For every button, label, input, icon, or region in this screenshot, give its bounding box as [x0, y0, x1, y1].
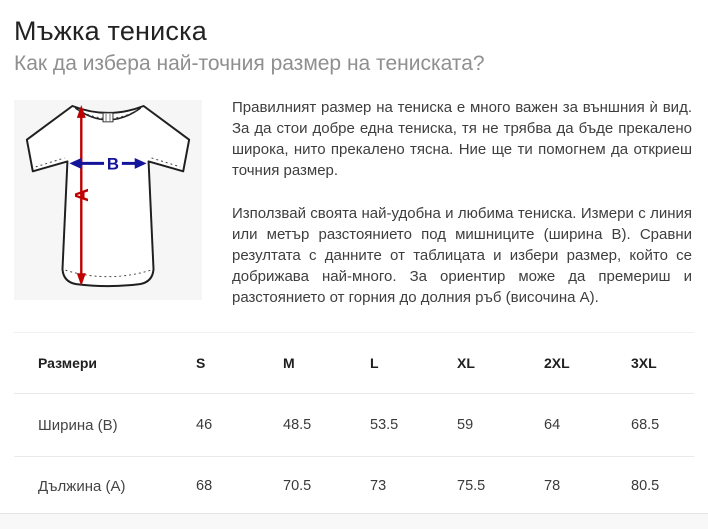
length-value-m: 70.5	[283, 478, 312, 494]
width-arrow-left-head	[69, 157, 82, 169]
length-value-s: 68	[196, 478, 213, 494]
tshirt-diagram-svg: A B	[25, 105, 191, 288]
row-label-length: Дължина (A)	[38, 477, 126, 495]
length-value-3xl: 80.5	[631, 478, 660, 494]
width-arrow-right-head	[134, 157, 147, 169]
table-row-width: Ширина (B) 46 48.5 53.5 59 64 68.5	[14, 393, 694, 456]
column-header-l: L	[370, 355, 379, 371]
page-title: Мъжка тениска	[14, 16, 207, 46]
page-bottom-divider	[0, 513, 708, 529]
row-label-width: Ширина (B)	[38, 416, 118, 434]
intro-text: Правилният размер на тениска е много важ…	[232, 97, 692, 330]
tshirt-outline-icon	[25, 105, 191, 288]
height-label: A	[71, 188, 92, 202]
width-value-m: 48.5	[283, 417, 312, 433]
intro-paragraph-1: Правилният размер на тениска е много важ…	[232, 99, 692, 179]
width-value-s: 46	[196, 417, 213, 433]
height-arrow-bottom-head	[76, 273, 86, 287]
height-arrow-top-head	[76, 105, 86, 118]
tshirt-measurement-diagram: A B	[14, 100, 202, 300]
right-sleeve-stitch	[151, 157, 181, 168]
column-header-2xl: 2XL	[544, 355, 570, 371]
width-label: B	[107, 154, 119, 173]
width-value-2xl: 64	[544, 417, 561, 433]
column-header-s: S	[196, 355, 206, 371]
size-table: Размери S M L XL 2XL 3XL Ширина (B) 46 4…	[14, 332, 694, 515]
width-value-3xl: 68.5	[631, 417, 660, 433]
table-row-length: Дължина (A) 68 70.5 73 75.5 78 80.5	[14, 456, 694, 515]
width-value-xl: 59	[457, 417, 474, 433]
column-header-sizes: Размери	[38, 355, 98, 371]
neck-tag-icon	[102, 112, 114, 123]
page-header: Мъжка тениска Как да избера най-точния р…	[14, 16, 694, 76]
width-value-l: 53.5	[370, 417, 399, 433]
length-value-l: 73	[370, 478, 387, 494]
neck-tag-marks	[105, 113, 111, 121]
intro-paragraph-2: Използвай своята най-удобна и любима тен…	[232, 205, 692, 306]
size-table-header-row: Размери S M L XL 2XL 3XL	[14, 333, 694, 393]
column-header-xl: XL	[457, 355, 475, 371]
page-subtitle: Как да избера най-точния размер на тенис…	[14, 52, 485, 75]
length-value-2xl: 78	[544, 478, 561, 494]
length-value-xl: 75.5	[457, 478, 486, 494]
left-sleeve-stitch	[35, 157, 65, 168]
column-header-3xl: 3XL	[631, 355, 657, 371]
column-header-m: M	[283, 355, 295, 371]
